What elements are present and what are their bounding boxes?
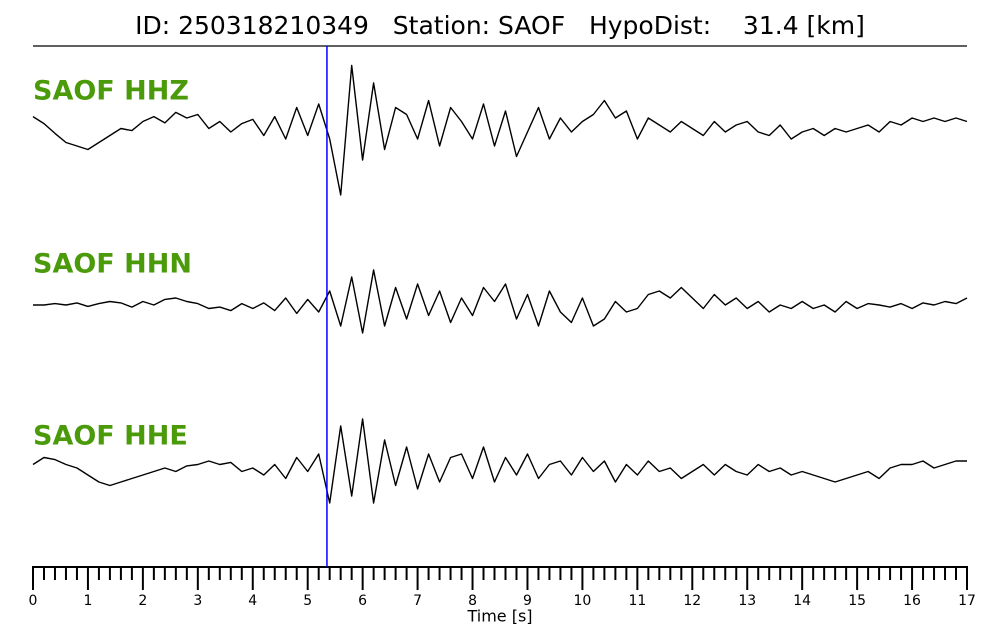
x-tick-label: 7 [413, 593, 422, 609]
x-tick-label: 11 [628, 593, 646, 609]
x-tick-label: 15 [848, 593, 866, 609]
x-tick-label: 5 [303, 593, 312, 609]
x-tick-label: 13 [738, 593, 756, 609]
x-tick-label: 14 [793, 593, 811, 609]
x-tick-label: 10 [573, 593, 591, 609]
waveform [32, 64, 968, 196]
chart-title: ID: 250318210349 Station: SAOF HypoDist:… [135, 11, 865, 40]
x-tick-label: 17 [958, 593, 976, 609]
x-tick-label: 0 [29, 593, 38, 609]
x-tick-label: 3 [193, 593, 202, 609]
x-tick-label: 6 [358, 593, 367, 609]
x-tick-label: 12 [683, 593, 701, 609]
trace-label: SAOF HHZ [33, 76, 189, 107]
x-tick-label: 4 [248, 593, 257, 609]
x-tick-label: 1 [83, 593, 92, 609]
x-tick-label: 2 [138, 593, 147, 609]
trace-label: SAOF HHE [33, 421, 188, 452]
x-tick-label: 8 [468, 593, 477, 609]
x-tick-label: 16 [903, 593, 921, 609]
trace-label: SAOF HHN [33, 249, 192, 280]
waveform [33, 269, 968, 334]
waveform [32, 418, 967, 504]
x-tick-label: 9 [523, 593, 532, 609]
x-axis-label: Time [s] [466, 607, 532, 626]
